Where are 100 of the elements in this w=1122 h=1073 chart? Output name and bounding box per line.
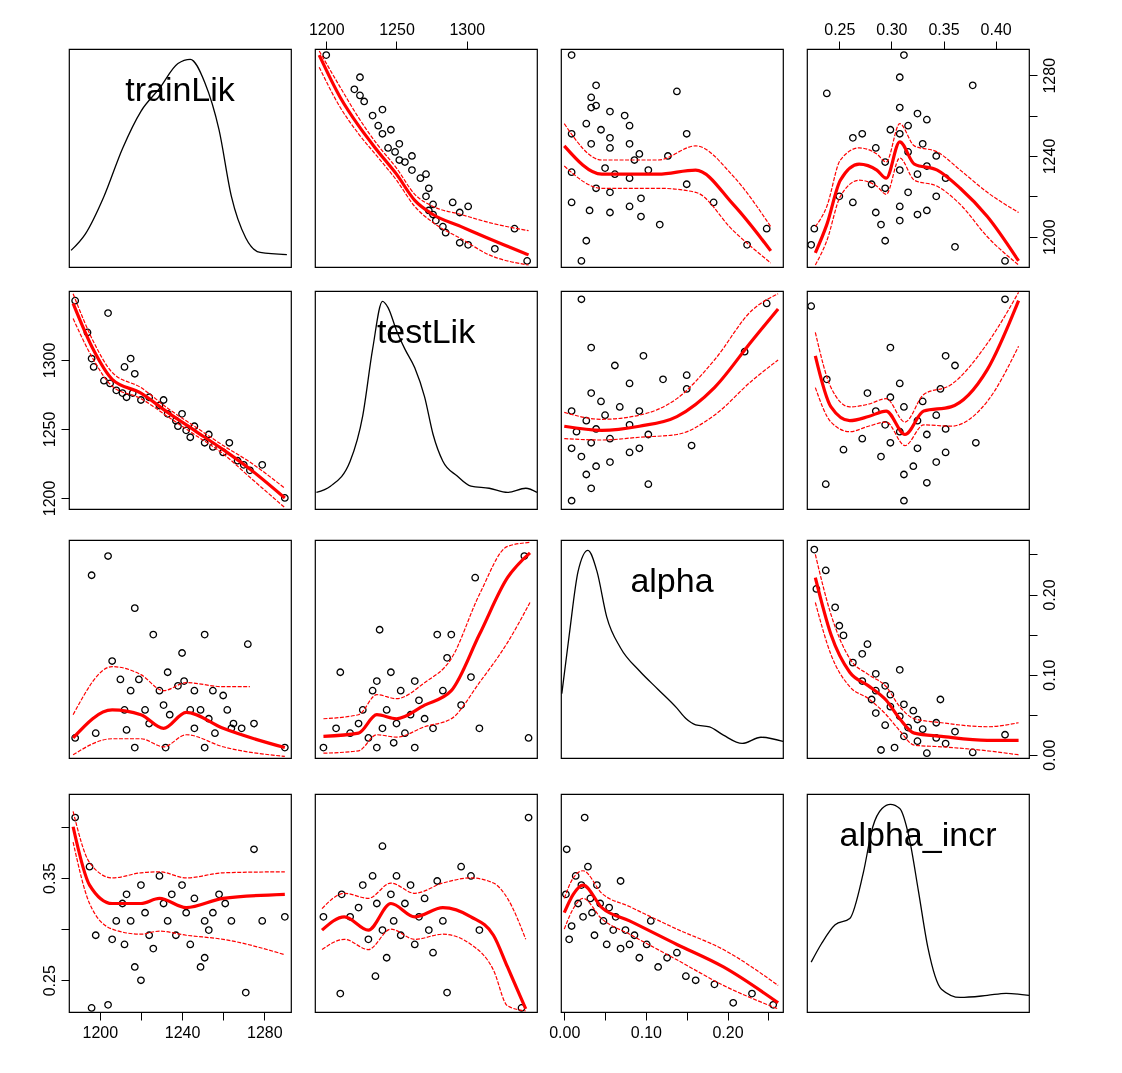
point xyxy=(858,649,867,658)
point xyxy=(137,881,145,889)
y-tick-label: 0.10 xyxy=(1040,659,1058,691)
point xyxy=(858,677,867,685)
point xyxy=(182,908,191,917)
point xyxy=(890,743,899,752)
point xyxy=(196,963,205,971)
point xyxy=(616,944,625,953)
point xyxy=(710,980,719,989)
point xyxy=(190,724,199,733)
point xyxy=(354,903,363,912)
point xyxy=(810,224,819,233)
point xyxy=(87,1004,96,1012)
point xyxy=(438,222,447,231)
point xyxy=(922,430,931,439)
point xyxy=(174,422,182,431)
point xyxy=(120,706,129,714)
point xyxy=(389,738,398,747)
point xyxy=(204,714,213,723)
point xyxy=(740,347,749,356)
point xyxy=(322,51,331,59)
point xyxy=(155,401,164,410)
point xyxy=(936,385,945,393)
point xyxy=(346,729,355,738)
point xyxy=(415,696,423,705)
point xyxy=(922,749,931,758)
point xyxy=(424,206,433,215)
point xyxy=(457,701,466,709)
point xyxy=(106,379,114,388)
point xyxy=(922,115,931,124)
point xyxy=(601,411,609,420)
point xyxy=(71,813,80,822)
point xyxy=(464,202,473,211)
point xyxy=(769,1000,778,1009)
point xyxy=(835,621,844,630)
point xyxy=(606,434,614,443)
point xyxy=(900,470,908,479)
point xyxy=(382,953,391,962)
point xyxy=(637,194,645,203)
point xyxy=(941,739,950,748)
point xyxy=(356,91,364,100)
point xyxy=(932,411,941,420)
point xyxy=(839,631,848,640)
point xyxy=(848,198,857,207)
point xyxy=(475,724,484,733)
point xyxy=(126,354,135,363)
point xyxy=(392,719,401,728)
point xyxy=(118,389,127,397)
point xyxy=(396,931,405,940)
point xyxy=(215,890,223,899)
point xyxy=(424,184,433,193)
point xyxy=(356,73,364,82)
chart-title: alpha xyxy=(630,561,714,599)
y-tick-label: 1280 xyxy=(1040,57,1058,94)
point xyxy=(410,743,419,752)
point xyxy=(848,133,857,142)
point xyxy=(881,681,890,690)
point xyxy=(375,625,384,634)
point xyxy=(186,940,195,949)
point xyxy=(822,89,831,98)
point xyxy=(562,890,570,899)
point xyxy=(881,184,890,193)
point xyxy=(592,425,600,433)
point xyxy=(625,448,634,457)
point xyxy=(913,109,922,118)
point xyxy=(520,552,529,560)
y-tick-label: 0.00 xyxy=(1040,739,1058,771)
point xyxy=(835,192,844,201)
point xyxy=(610,361,619,370)
point xyxy=(593,881,601,889)
point xyxy=(895,202,904,211)
point xyxy=(659,375,667,384)
point xyxy=(137,396,145,404)
y-tick-label: 0.25 xyxy=(40,965,58,997)
point xyxy=(490,244,499,253)
point xyxy=(709,198,718,207)
point xyxy=(579,912,587,921)
x-tick-label: 1250 xyxy=(379,20,415,38)
point xyxy=(243,640,252,649)
x-tick-label: 0.25 xyxy=(824,20,856,38)
point xyxy=(221,899,230,908)
y-tick-label: 0.20 xyxy=(1040,579,1058,611)
point xyxy=(871,709,880,717)
point xyxy=(410,940,419,949)
point xyxy=(374,121,383,130)
point xyxy=(606,144,614,152)
point xyxy=(396,686,405,695)
point xyxy=(900,403,908,411)
point xyxy=(172,931,180,940)
point xyxy=(372,899,381,908)
point xyxy=(895,73,904,82)
point xyxy=(951,361,959,370)
point xyxy=(577,452,586,461)
point xyxy=(85,862,94,871)
point xyxy=(280,743,289,752)
point xyxy=(900,700,908,709)
point xyxy=(616,877,625,885)
point xyxy=(87,571,96,580)
point xyxy=(635,407,644,415)
point xyxy=(922,478,931,487)
